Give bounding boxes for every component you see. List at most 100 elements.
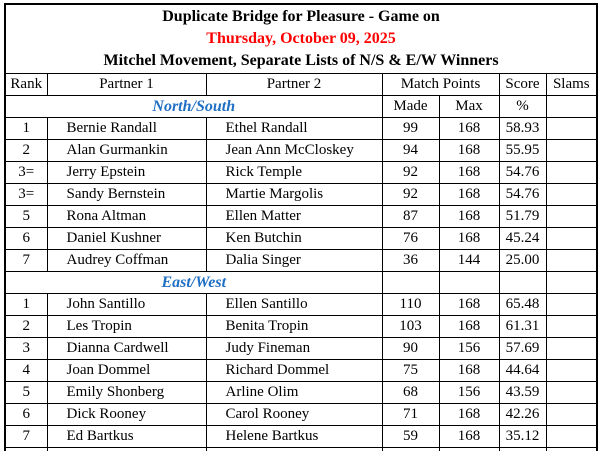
made-cell: 75 [381,359,440,382]
max-cell: 144 [438,249,500,272]
made-cell: 92 [381,183,440,206]
table-row: 1 Bernie Randall Ethel Randall 99 168 58.93 [4,117,598,140]
clipped-cell [381,447,440,451]
score-cell: 57.69 [498,337,547,360]
score-cell: 43.59 [498,381,547,404]
partner1-cell: Bernie Randall [46,117,207,140]
slams-cell [545,183,598,206]
made-cell: 76 [381,227,440,250]
table-row: 7 Ed Bartkus Helene Bartkus 59 168 35.12 [4,425,598,448]
subheader-max: Max [438,95,500,118]
table-row: 3= Sandy Bernstein Martie Margolis 92 168 54.… [4,183,598,206]
col-header-score: Score [498,73,547,96]
max-cell: 168 [438,139,500,162]
max-cell: 168 [438,227,500,250]
clipped-partial-row [4,447,598,451]
table-row: 5 Emily Shonberg Arline Olim 68 156 43.59 [4,381,598,404]
max-cell: 168 [438,359,500,382]
col-header-partner1: Partner 1 [46,73,207,96]
made-cell: 103 [381,315,440,338]
score-cell: 58.93 [498,117,547,140]
made-cell: 99 [381,117,440,140]
partner1-cell: John Santillo [46,293,207,316]
slams-cell [545,315,598,338]
rank-cell: 2 [4,315,48,338]
partner2-cell: Ken Butchin [205,227,383,250]
page-title: Duplicate Bridge for Pleasure - Game on [162,8,440,25]
slams-cell [545,95,598,118]
slams-cell [545,227,598,250]
partner1-cell: Dick Rooney [46,403,207,426]
rank-cell: 1 [4,117,48,140]
clipped-cell [545,447,598,451]
title-cell: Duplicate Bridge for Pleasure - Game on … [4,3,598,74]
table-row: 6 Dick Rooney Carol Rooney 71 168 42.26 [4,403,598,426]
partner1-cell: Les Tropin [46,315,207,338]
subheader-percent [498,271,547,294]
slams-cell [545,117,598,140]
col-header-partner2: Partner 2 [205,73,383,96]
game-date: Thursday, October 09, 2025 [206,30,396,47]
subheader-made: Made [381,95,440,118]
score-cell: 35.12 [498,425,547,448]
slams-cell [545,359,598,382]
partner1-cell: Jerry Epstein [46,161,207,184]
partner2-cell: Ellen Matter [205,205,383,228]
max-cell: 168 [438,183,500,206]
rank-cell: 4 [4,359,48,382]
made-cell: 94 [381,139,440,162]
table-row: 5 Rona Altman Ellen Matter 87 168 51.79 [4,205,598,228]
made-cell: 59 [381,425,440,448]
made-cell: 36 [381,249,440,272]
rank-cell: 5 [4,381,48,404]
max-cell: 168 [438,425,500,448]
max-cell: 156 [438,381,500,404]
column-header-row: Rank Partner 1 Partner 2 Match Points Sc… [4,73,598,96]
score-cell: 54.76 [498,161,547,184]
clipped-cell [205,447,383,451]
rank-cell: 7 [4,425,48,448]
title-row: Duplicate Bridge for Pleasure - Game on … [4,3,598,74]
max-cell: 168 [438,161,500,184]
slams-cell [545,205,598,228]
partner1-cell: Joan Dommel [46,359,207,382]
rank-cell: 3= [4,161,48,184]
partner2-cell: Ellen Santillo [205,293,383,316]
table-row: 3 Dianna Cardwell Judy Fineman 90 156 57.69 [4,337,598,360]
slams-cell [545,293,598,316]
table-row: 4 Joan Dommel Richard Dommel 75 168 44.64 [4,359,598,382]
section-row: East/West [4,271,598,294]
partner2-cell: Ethel Randall [205,117,383,140]
rank-cell: 5 [4,205,48,228]
rank-cell: 6 [4,403,48,426]
table-row: 6 Daniel Kushner Ken Butchin 76 168 45.24 [4,227,598,250]
col-header-match-points: Match Points [381,73,500,96]
partner2-cell: Richard Dommel [205,359,383,382]
score-cell: 44.64 [498,359,547,382]
slams-cell [545,425,598,448]
made-cell: 71 [381,403,440,426]
score-cell: 25.00 [498,249,547,272]
score-cell: 55.95 [498,139,547,162]
made-cell: 110 [381,293,440,316]
slams-cell [545,337,598,360]
clipped-cell [498,447,547,451]
table-row: 7 Audrey Coffman Dalia Singer 36 144 25.00 [4,249,598,272]
clipped-cell [438,447,500,451]
rank-cell: 3= [4,183,48,206]
max-cell: 168 [438,293,500,316]
col-header-slams: Slams [545,73,598,96]
subheader-made [381,271,440,294]
score-cell: 42.26 [498,403,547,426]
partner2-cell: Dalia Singer [205,249,383,272]
max-cell: 168 [438,315,500,338]
rank-cell: 2 [4,139,48,162]
score-cell: 51.79 [498,205,547,228]
partner2-cell: Helene Bartkus [205,425,383,448]
table-row: 2 Alan Gurmankin Jean Ann McCloskey 94 168 55… [4,139,598,162]
slams-cell [545,381,598,404]
results-table: Duplicate Bridge for Pleasure - Game on … [4,3,599,451]
made-cell: 68 [381,381,440,404]
partner2-cell: Jean Ann McCloskey [205,139,383,162]
